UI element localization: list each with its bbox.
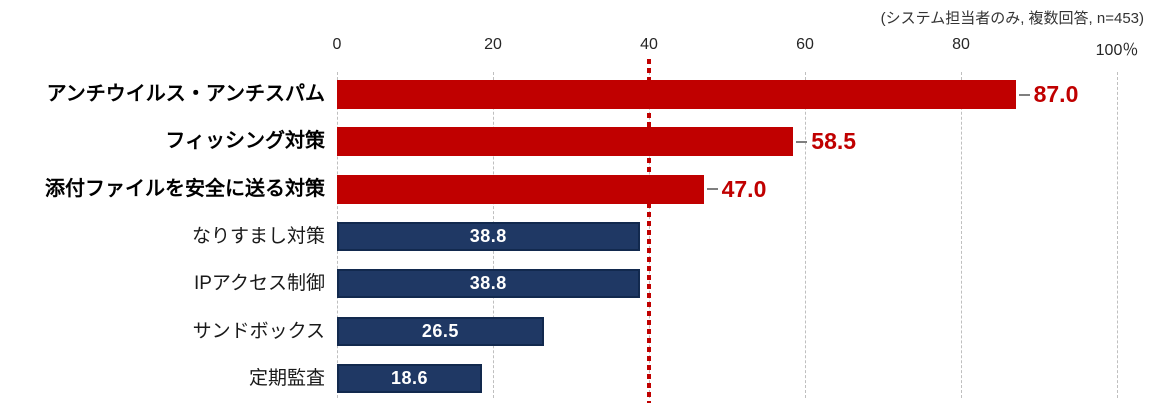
- bar: [337, 363, 483, 393]
- x-axis-tick-label: 60: [796, 36, 814, 53]
- bar: [337, 174, 704, 204]
- gridline: [961, 72, 962, 398]
- value-leader-line: [1018, 93, 1030, 96]
- bar-value-label: 18.6: [391, 367, 429, 388]
- bar: [337, 221, 640, 251]
- bar-value-label: 26.5: [421, 320, 459, 341]
- category-label: アンチウイルス・アンチスパム: [46, 83, 325, 105]
- bar: [337, 269, 640, 299]
- value-leader-line: [706, 188, 718, 191]
- category-label: フィッシング対策: [165, 130, 325, 153]
- x-axis-tick-label: 40: [640, 36, 658, 53]
- bar: [337, 80, 1016, 109]
- value-leader-line: [796, 140, 808, 143]
- chart-annotation: (システム担当者のみ, 複数回答, n=453): [880, 10, 1144, 27]
- x-axis-tick-label: 100％: [1095, 42, 1139, 59]
- plot-area: 87.0 58.5 47.0 38.8 38.8 26.5 18.6: [337, 59, 1118, 403]
- bar-value-label: 58.5: [811, 128, 857, 155]
- bar-value-label: 38.8: [469, 225, 507, 246]
- x-axis-tick-label: 20: [484, 36, 502, 53]
- category-label: 定期監査: [248, 367, 325, 389]
- bar-value-label: 38.8: [469, 273, 507, 294]
- bar-value-label: 47.0: [721, 175, 767, 202]
- gridline: [805, 72, 806, 398]
- x-axis-tick-label: 0: [332, 36, 342, 53]
- bar-value-label: 87.0: [1033, 81, 1079, 107]
- gridline: [1117, 72, 1118, 398]
- category-label: なりすまし対策: [191, 225, 325, 247]
- x-axis-tick-label: 80: [952, 36, 970, 53]
- category-label: 添付ファイルを安全に送る対策: [45, 177, 325, 200]
- bar: [337, 316, 544, 346]
- bar: [337, 127, 794, 157]
- category-label: IPアクセス制御: [193, 273, 325, 295]
- category-label: サンドボックス: [192, 320, 325, 342]
- reference-line: [647, 59, 651, 403]
